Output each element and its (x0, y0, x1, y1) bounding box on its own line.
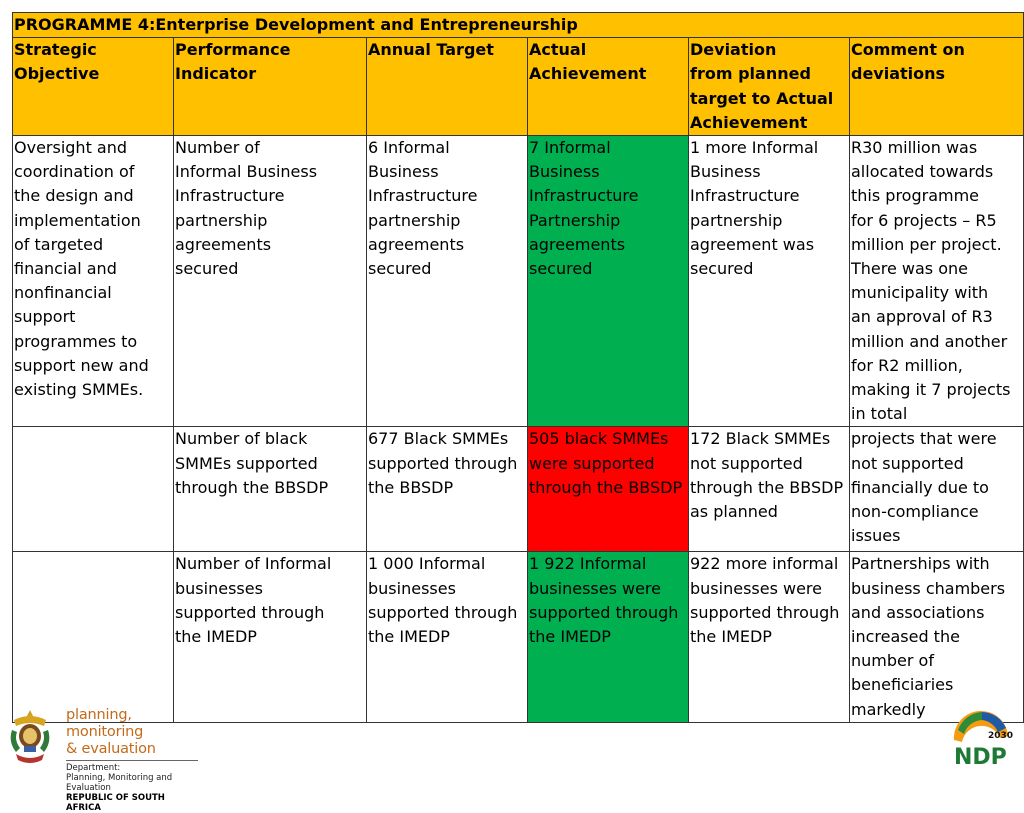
dpme-line-3: Department: (66, 763, 121, 773)
ndp-2030-logo: 2030 NDP (953, 710, 1013, 768)
header-comment: Comment on deviations (849, 37, 1024, 137)
cell-target: 6 Informal Business Infrastructure partn… (366, 135, 528, 428)
cell-indicator: Number of Informal Business Infrastructu… (173, 135, 367, 428)
table-row: Oversight and coordination of the design… (12, 135, 1024, 428)
header-strategic-objective: Strategic Objective (12, 37, 174, 137)
cell-target: 1 000 Informal businesses supported thro… (366, 551, 528, 723)
cell-objective (12, 551, 174, 723)
ndp-text: NDP (954, 745, 1007, 768)
cell-achievement: 1 922 Informal businesses were supported… (527, 551, 689, 723)
programme-title-row: PROGRAMME 4:Enterprise Development and E… (12, 11, 1024, 39)
dpme-divider (66, 760, 198, 761)
table-row: Number of Informal businesses supported … (12, 551, 1024, 723)
cell-deviation: 172 Black SMMEs not supported through th… (688, 426, 850, 553)
cell-indicator: Number of black SMMEs supported through … (173, 426, 367, 553)
dpme-line-2: & evaluation (66, 741, 156, 757)
header-row: Strategic Objective Performance Indicato… (12, 37, 1024, 137)
footer: planning, monitoring & evaluation Depart… (0, 706, 1024, 813)
ndp-year: 2030 (988, 731, 1013, 741)
header-actual-achievement: Actual Achievement (527, 37, 689, 137)
header-performance-indicator: Performance Indicator (173, 37, 367, 137)
cell-target: 677 Black SMMEs supported through the BB… (366, 426, 528, 553)
cell-deviation: 1 more Informal Business Infrastructure … (688, 135, 850, 428)
table-row: Number of black SMMEs supported through … (12, 426, 1024, 553)
cell-deviation: 922 more informal businesses were suppor… (688, 551, 850, 723)
dpme-line-1: planning, monitoring (66, 707, 144, 740)
dpme-logo: planning, monitoring & evaluation Depart… (4, 706, 200, 813)
cell-comment: Partnerships with business chambers and … (849, 551, 1024, 723)
cell-objective: Oversight and coordination of the design… (12, 135, 174, 428)
programme-title: PROGRAMME 4:Enterprise Development and E… (12, 11, 1024, 39)
performance-table: PROGRAMME 4:Enterprise Development and E… (12, 11, 1024, 723)
cell-comment: projects that were not supported financi… (849, 426, 1024, 553)
cell-indicator: Number of Informal businesses supported … (173, 551, 367, 723)
dpme-line-5: REPUBLIC OF SOUTH AFRICA (66, 793, 165, 813)
cell-comment: R30 million was allocated towards this p… (849, 135, 1024, 428)
dpme-line-4: Planning, Monitoring and Evaluation (66, 773, 173, 793)
dpme-brand-text: planning, monitoring & evaluation Depart… (66, 707, 200, 813)
header-annual-target: Annual Target (366, 37, 528, 137)
cell-objective (12, 426, 174, 553)
header-deviation: Deviation from planned target to Actual … (688, 37, 850, 137)
cell-achievement: 7 Informal Business Infrastructure Partn… (527, 135, 689, 428)
coat-of-arms-icon (10, 710, 50, 763)
cell-achievement: 505 black SMMEs were supported through t… (527, 426, 689, 553)
